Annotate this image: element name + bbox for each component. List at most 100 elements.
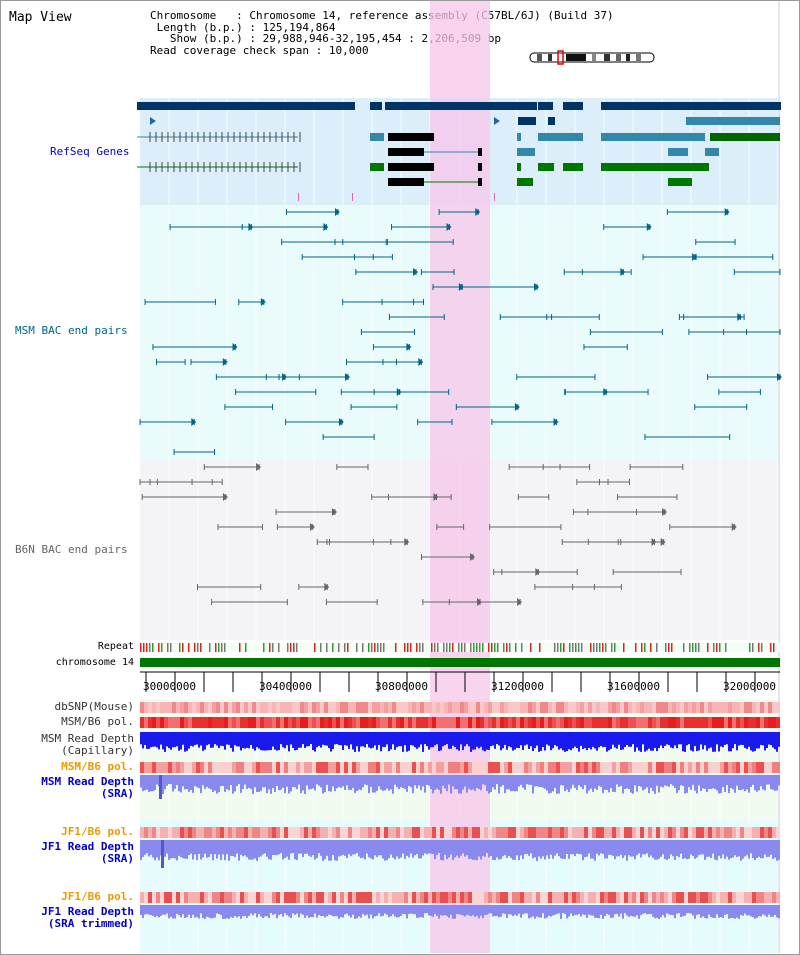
- ideogram-band: [626, 54, 630, 61]
- depth-bar: [150, 840, 152, 855]
- msm-depth-sra-line1: MSM Read Depth: [41, 775, 134, 788]
- depth-bar: [168, 732, 170, 749]
- axis-tick-label: 31200000: [491, 680, 544, 693]
- depth-bar: [660, 775, 662, 787]
- depth-bar: [466, 775, 468, 793]
- heat-cell: [236, 717, 240, 728]
- depth-bar: [372, 775, 374, 793]
- ideogram-band: [636, 54, 641, 61]
- heat-cell: [668, 827, 672, 838]
- heat-cell: [500, 702, 504, 713]
- depth-bar: [204, 775, 206, 789]
- heat-cell: [704, 702, 708, 713]
- depth-bar: [170, 732, 172, 750]
- gene-exon: [563, 133, 583, 141]
- depth-bar: [666, 732, 668, 745]
- depth-bar: [432, 840, 434, 854]
- bac-pair-arrow: [777, 373, 782, 381]
- depth-bar: [240, 840, 242, 855]
- heat-cell: [568, 892, 572, 903]
- depth-bar: [178, 840, 180, 856]
- depth-bar: [232, 775, 234, 794]
- depth-bar: [714, 840, 716, 860]
- heat-cell: [260, 827, 264, 838]
- depth-bar: [340, 775, 342, 788]
- gene-exon: [518, 117, 536, 125]
- heat-cell: [708, 827, 712, 838]
- depth-bar: [156, 840, 158, 858]
- heat-cell: [192, 762, 196, 773]
- depth-bar: [152, 732, 154, 747]
- depth-bar: [716, 732, 718, 745]
- depth-bar: [256, 732, 258, 748]
- depth-bar: [270, 732, 272, 751]
- depth-bar: [532, 905, 534, 917]
- heat-cell: [660, 717, 664, 728]
- heat-cell: [364, 762, 368, 773]
- heat-cell: [344, 717, 348, 728]
- heat-cell: [312, 702, 316, 713]
- depth-bar: [676, 840, 678, 856]
- depth-bar: [214, 775, 216, 791]
- depth-bar: [250, 732, 252, 745]
- depth-bar: [342, 905, 344, 918]
- heat-cell: [476, 702, 480, 713]
- depth-bar: [382, 775, 384, 791]
- heat-cell: [540, 762, 544, 773]
- heat-cell: [400, 892, 404, 903]
- heat-cell: [484, 762, 488, 773]
- depth-bar: [414, 905, 416, 915]
- heat-cell: [672, 717, 676, 728]
- heat-cell: [200, 717, 204, 728]
- depth-bar: [692, 905, 694, 916]
- heat-cell: [344, 892, 348, 903]
- depth-bar: [732, 905, 734, 918]
- heat-cell: [676, 827, 680, 838]
- repeat-element: [224, 643, 226, 652]
- depth-bar: [746, 840, 748, 856]
- depth-bar: [426, 905, 428, 914]
- heat-cell: [392, 827, 396, 838]
- depth-bar: [402, 840, 404, 854]
- depth-bar: [232, 840, 234, 857]
- heat-cell: [492, 762, 496, 773]
- repeat-element: [479, 643, 481, 652]
- depth-bar: [770, 905, 772, 917]
- depth-bar: [140, 732, 142, 745]
- depth-bar: [714, 905, 716, 918]
- heat-cell: [700, 717, 704, 728]
- depth-bar: [414, 732, 416, 748]
- depth-bar: [578, 732, 580, 752]
- heat-cell: [576, 892, 580, 903]
- depth-bar: [302, 732, 304, 745]
- repeat-track: [140, 643, 780, 652]
- heat-cell: [592, 827, 596, 838]
- heat-cell: [268, 827, 272, 838]
- depth-bar: [684, 732, 686, 752]
- bac-pair-arrow: [344, 373, 350, 381]
- gene-exon: [563, 163, 583, 171]
- depth-bar: [428, 840, 430, 854]
- depth-bar: [474, 732, 476, 750]
- heat-cell: [492, 892, 496, 903]
- heat-cell: [716, 762, 720, 773]
- heat-cell: [152, 762, 156, 773]
- heat-cell: [744, 702, 748, 713]
- depth-bar: [530, 905, 532, 918]
- depth-bar: [246, 732, 248, 748]
- repeat-element: [296, 643, 298, 652]
- depth-bar: [482, 732, 484, 751]
- heat-cell: [432, 827, 436, 838]
- repeat-element: [473, 643, 475, 652]
- depth-bar: [570, 775, 572, 789]
- heat-cell: [300, 892, 304, 903]
- depth-bar: [248, 775, 250, 788]
- depth-bar: [154, 775, 156, 791]
- heat-cell: [624, 762, 628, 773]
- depth-bar: [472, 732, 474, 750]
- depth-bar: [558, 732, 560, 750]
- depth-bar: [508, 905, 510, 915]
- depth-bar: [310, 840, 312, 857]
- depth-bar: [210, 775, 212, 790]
